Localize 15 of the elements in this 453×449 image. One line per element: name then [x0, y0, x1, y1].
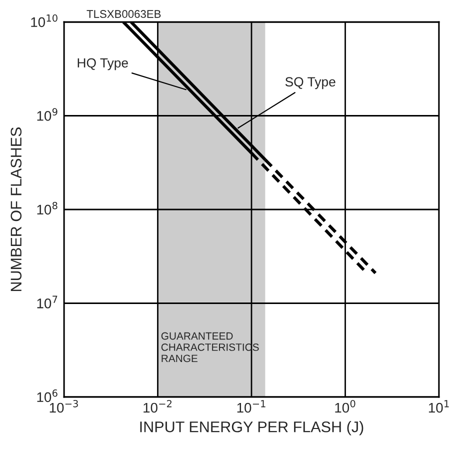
annotation: SQ Type: [285, 77, 336, 90]
y-tick-label: 10$^{10}$: [31, 14, 58, 28]
x-tick-label: 10$^{−3}$: [50, 400, 78, 413]
y-tick-label: 10$^{7}$: [37, 296, 58, 308]
x-tick-label: 10$^{−2}$: [144, 400, 172, 413]
y-tick-label: 10$^{6}$: [37, 389, 58, 402]
x-tick-label: 10$^{−1}$: [237, 400, 266, 413]
x-axis-title: INPUT ENERGY PER FLASH (J): [140, 421, 364, 436]
x-tick-label: 10$^{1}$: [428, 400, 449, 413]
text: TLSXB0063EB: [86, 10, 161, 18]
annotation: HQ Type: [78, 58, 128, 70]
x-tick-label: 10$^{0}$: [335, 400, 356, 413]
y-tick-label: 10$^{9}$: [37, 108, 58, 121]
y-tick-label: 10$^{8}$: [37, 202, 58, 215]
y-axis-title: NUMBER OF FLASHES: [10, 127, 22, 292]
